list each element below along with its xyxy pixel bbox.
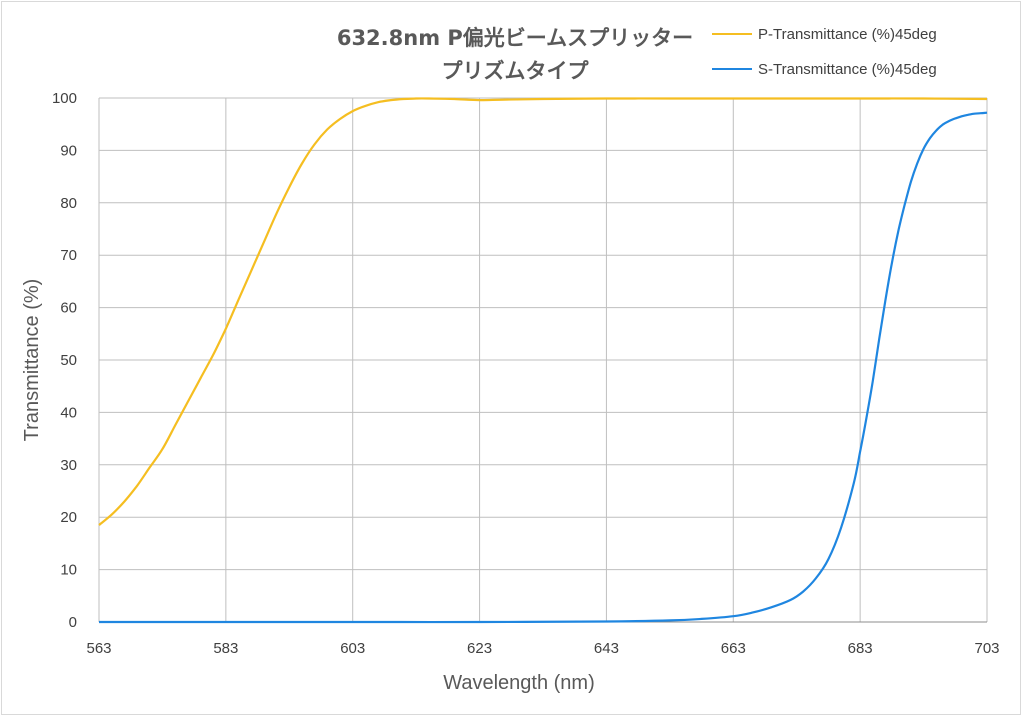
legend-item-s-transmittance: S-Transmittance (%)45deg	[712, 57, 937, 81]
legend-item-p-transmittance: P-Transmittance (%)45deg	[712, 22, 937, 46]
grid-lines	[98, 97, 988, 623]
y-tick-label: 100	[52, 90, 77, 107]
x-tick-label: 703	[974, 640, 999, 657]
x-tick-label: 603	[340, 640, 365, 657]
series-line-p	[98, 97, 988, 526]
y-axis-title: Transmittance (%)	[21, 279, 43, 442]
y-tick-label: 80	[60, 195, 77, 212]
x-axis-title: Wavelength (nm)	[443, 672, 595, 694]
chart-title-line-2: プリズムタイプ	[441, 59, 589, 83]
x-tick-label: 683	[848, 640, 873, 657]
legend-label-p: P-Transmittance (%)45deg	[758, 25, 937, 43]
series-line-s	[99, 111, 988, 624]
y-tick-label: 90	[60, 142, 77, 159]
x-tick-label: 563	[86, 640, 111, 657]
x-tick-label: 583	[213, 640, 238, 657]
y-tick-label: 20	[60, 509, 77, 526]
x-tick-label: 643	[594, 640, 619, 657]
y-tick-label: 70	[60, 247, 77, 264]
chart-title-line-1: 632.8nm P偏光ビームスプリッター	[336, 26, 694, 50]
tick-labels: 0 10 20 30 40 50 60 70 80 90 100 563 583 603 623 643 663…	[52, 90, 1000, 657]
legend-swatch-s	[712, 68, 752, 70]
legend-label-s: S-Transmittance (%)45deg	[758, 60, 937, 78]
y-tick-label: 0	[69, 614, 77, 631]
x-tick-label: 623	[467, 640, 492, 657]
y-tick-label: 30	[60, 457, 77, 474]
y-tick-label: 50	[60, 352, 77, 369]
y-tick-label: 40	[60, 404, 77, 421]
y-tick-label: 60	[60, 300, 77, 317]
y-tick-label: 10	[60, 562, 77, 579]
series-lines	[98, 97, 988, 624]
legend-swatch-p	[712, 33, 752, 35]
x-tick-label: 663	[721, 640, 746, 657]
